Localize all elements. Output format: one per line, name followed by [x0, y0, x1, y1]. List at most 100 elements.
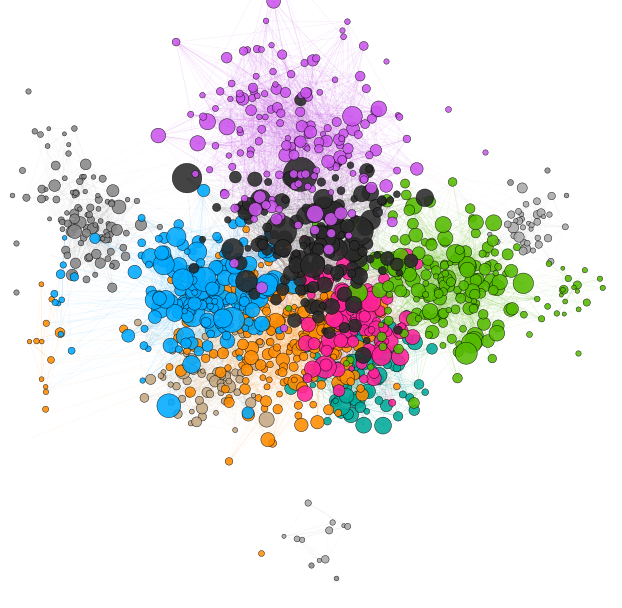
Point	[182, 173, 192, 183]
Point	[296, 263, 306, 273]
Point	[284, 303, 294, 313]
Point	[377, 332, 387, 342]
Point	[246, 145, 256, 155]
Point	[431, 266, 441, 275]
Point	[240, 384, 250, 394]
Point	[75, 176, 85, 186]
Point	[264, 286, 274, 296]
Point	[354, 311, 364, 320]
Point	[483, 243, 493, 252]
Point	[346, 410, 356, 420]
Point	[321, 296, 331, 306]
Point	[463, 261, 473, 271]
Point	[210, 376, 220, 386]
Point	[103, 230, 113, 240]
Point	[180, 299, 190, 308]
Point	[220, 322, 230, 331]
Point	[358, 324, 368, 334]
Point	[262, 245, 272, 255]
Point	[276, 226, 285, 236]
Point	[174, 345, 184, 354]
Point	[326, 316, 336, 326]
Point	[216, 388, 226, 398]
Point	[310, 255, 320, 264]
Point	[300, 262, 310, 272]
Point	[469, 278, 479, 288]
Point	[242, 365, 252, 375]
Point	[230, 285, 239, 294]
Point	[290, 378, 300, 387]
Point	[194, 347, 204, 356]
Point	[274, 170, 284, 180]
Point	[558, 285, 568, 295]
Point	[318, 278, 328, 288]
Point	[236, 216, 246, 226]
Point	[532, 196, 542, 206]
Point	[327, 314, 337, 324]
Point	[396, 251, 406, 261]
Point	[494, 277, 504, 287]
Point	[230, 260, 239, 270]
Point	[353, 288, 363, 297]
Point	[37, 337, 47, 347]
Point	[322, 342, 332, 352]
Point	[371, 106, 381, 116]
Point	[317, 237, 327, 246]
Point	[274, 216, 284, 226]
Point	[277, 285, 287, 294]
Point	[49, 289, 59, 299]
Point	[393, 272, 403, 282]
Point	[230, 292, 240, 302]
Point	[216, 378, 226, 388]
Point	[350, 194, 360, 204]
Point	[119, 324, 129, 334]
Point	[189, 263, 199, 273]
Point	[256, 237, 266, 246]
Point	[355, 71, 365, 81]
Point	[487, 354, 497, 364]
Point	[323, 292, 333, 302]
Point	[437, 276, 447, 286]
Point	[75, 218, 85, 227]
Point	[534, 240, 544, 249]
Point	[206, 373, 216, 382]
Point	[236, 368, 246, 378]
Point	[362, 407, 372, 416]
Point	[170, 308, 180, 317]
Point	[40, 382, 50, 392]
Point	[349, 326, 359, 336]
Point	[221, 371, 231, 381]
Point	[107, 199, 117, 209]
Point	[354, 341, 364, 351]
Point	[320, 362, 330, 372]
Point	[328, 209, 338, 218]
Point	[350, 370, 360, 380]
Point	[187, 354, 197, 364]
Point	[211, 408, 221, 418]
Point	[312, 351, 322, 361]
Point	[235, 325, 245, 335]
Point	[315, 316, 325, 326]
Point	[356, 384, 366, 393]
Point	[439, 280, 449, 290]
Point	[230, 425, 240, 435]
Point	[315, 240, 325, 250]
Point	[317, 380, 327, 390]
Point	[333, 408, 343, 418]
Point	[356, 219, 366, 229]
Point	[514, 232, 524, 242]
Point	[462, 265, 472, 275]
Point	[144, 260, 154, 269]
Point	[279, 378, 289, 387]
Point	[173, 308, 183, 317]
Point	[218, 348, 228, 358]
Point	[261, 200, 271, 210]
Point	[85, 203, 95, 213]
Point	[283, 133, 293, 143]
Point	[214, 320, 224, 330]
Point	[468, 286, 478, 296]
Point	[322, 136, 332, 146]
Point	[462, 260, 472, 270]
Point	[518, 246, 528, 256]
Point	[315, 88, 325, 97]
